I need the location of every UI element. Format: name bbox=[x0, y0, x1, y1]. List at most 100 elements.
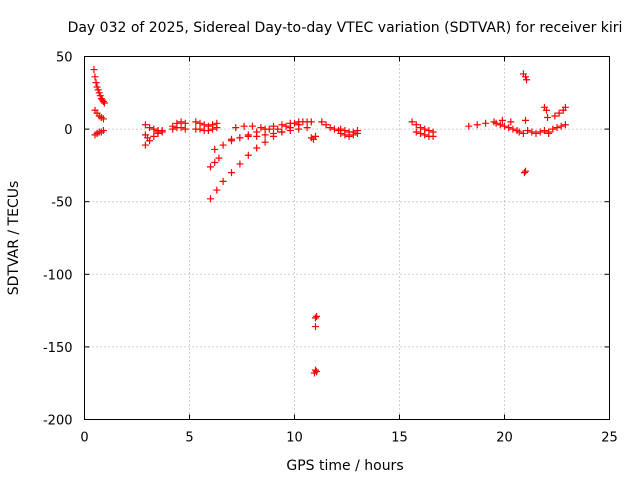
data-point bbox=[326, 124, 334, 132]
data-point bbox=[270, 129, 277, 137]
data-point bbox=[312, 314, 319, 322]
data-point bbox=[341, 131, 349, 139]
chart-title: Day 032 of 2025, Sidereal Day-to-day VTE… bbox=[68, 20, 623, 36]
data-point bbox=[192, 118, 200, 126]
data-point bbox=[209, 125, 217, 133]
data-point bbox=[543, 106, 550, 114]
data-point bbox=[278, 121, 286, 129]
data-point bbox=[99, 127, 107, 135]
data-point bbox=[545, 128, 553, 136]
data-point bbox=[524, 127, 532, 135]
data-point bbox=[141, 141, 149, 149]
data-point bbox=[313, 312, 321, 320]
data-point bbox=[295, 125, 303, 133]
plot-frame bbox=[84, 56, 610, 420]
data-point bbox=[532, 129, 540, 137]
data-point bbox=[509, 125, 517, 133]
data-point bbox=[228, 135, 235, 143]
data-point bbox=[177, 124, 185, 132]
data-point bbox=[253, 132, 261, 140]
y-tick-label: -150 bbox=[43, 341, 73, 356]
data-point bbox=[91, 73, 99, 81]
x-tick-label: 10 bbox=[286, 431, 303, 446]
data-point bbox=[492, 119, 500, 127]
data-point bbox=[313, 368, 321, 376]
data-point bbox=[354, 129, 361, 137]
data-point bbox=[523, 76, 531, 84]
data-point bbox=[213, 186, 221, 194]
data-point bbox=[261, 138, 269, 146]
data-point bbox=[322, 121, 330, 129]
data-point bbox=[417, 129, 424, 137]
data-point bbox=[261, 131, 269, 139]
data-point bbox=[544, 113, 552, 121]
data-point bbox=[412, 121, 420, 129]
y-tick-label: -50 bbox=[51, 196, 72, 211]
data-point bbox=[507, 118, 515, 126]
data-point bbox=[551, 112, 559, 120]
data-point bbox=[412, 128, 420, 136]
data-point bbox=[100, 99, 108, 107]
data-point bbox=[528, 128, 536, 136]
data-point bbox=[536, 128, 544, 136]
data-point bbox=[303, 124, 311, 132]
data-point bbox=[244, 151, 252, 159]
data-point bbox=[265, 125, 273, 133]
data-point bbox=[213, 124, 221, 132]
data-point bbox=[520, 169, 528, 177]
data-point bbox=[169, 125, 177, 133]
data-point bbox=[150, 132, 158, 140]
data-point bbox=[228, 169, 235, 177]
data-point bbox=[181, 125, 189, 133]
y-axis-label: SDTVAR / TECUs bbox=[6, 181, 22, 296]
data-point bbox=[232, 124, 240, 132]
data-point bbox=[141, 121, 149, 129]
data-point bbox=[498, 116, 506, 124]
data-points bbox=[90, 66, 569, 377]
data-point bbox=[429, 132, 437, 140]
data-point bbox=[236, 160, 244, 168]
axis-ticks: 0 5 10 15 20 25 50 0 -50 -100 -150 -200 bbox=[43, 51, 618, 446]
data-point bbox=[219, 141, 227, 149]
data-point bbox=[318, 118, 326, 126]
data-point bbox=[219, 177, 227, 185]
x-tick-label: 0 bbox=[80, 431, 88, 446]
data-point bbox=[253, 144, 261, 152]
data-point bbox=[211, 158, 219, 166]
data-point bbox=[211, 145, 219, 153]
data-point bbox=[312, 132, 319, 140]
data-point bbox=[215, 154, 223, 162]
data-point bbox=[501, 122, 508, 130]
gridlines bbox=[84, 56, 610, 420]
data-point bbox=[312, 323, 319, 331]
data-point bbox=[90, 66, 98, 74]
data-point bbox=[465, 122, 473, 130]
data-point bbox=[99, 115, 107, 123]
data-point bbox=[505, 124, 513, 132]
data-point bbox=[99, 98, 107, 106]
data-point bbox=[515, 128, 523, 136]
data-point bbox=[154, 128, 162, 136]
data-point bbox=[257, 124, 265, 132]
data-point bbox=[150, 125, 158, 133]
data-point bbox=[144, 134, 151, 142]
data-point bbox=[204, 127, 212, 135]
data-point bbox=[330, 125, 338, 133]
data-point bbox=[307, 118, 315, 126]
data-point bbox=[282, 122, 290, 130]
data-point bbox=[244, 132, 252, 140]
data-point bbox=[299, 118, 307, 126]
data-point bbox=[337, 129, 345, 137]
data-point bbox=[561, 121, 569, 129]
data-point bbox=[557, 122, 565, 130]
y-tick-label: -100 bbox=[43, 268, 73, 283]
data-point bbox=[312, 366, 319, 374]
x-tick-label: 20 bbox=[496, 431, 513, 446]
x-tick-label: 25 bbox=[601, 431, 618, 446]
data-point bbox=[274, 125, 282, 133]
y-tick-label: 50 bbox=[56, 51, 73, 66]
data-point bbox=[519, 129, 527, 137]
data-point bbox=[496, 121, 504, 129]
data-point bbox=[555, 109, 563, 117]
data-point bbox=[473, 121, 481, 129]
